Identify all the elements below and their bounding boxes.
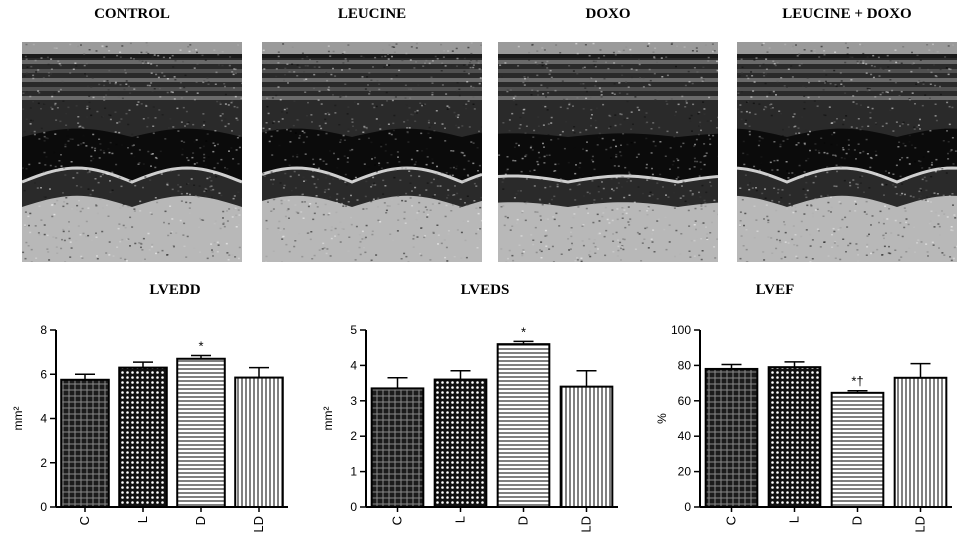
significance-marker: * bbox=[198, 338, 203, 353]
x-tick-label: D bbox=[850, 516, 865, 525]
y-tick-label: 0 bbox=[40, 500, 47, 514]
y-tick-label: 5 bbox=[350, 323, 357, 337]
x-tick-label: C bbox=[390, 516, 405, 525]
y-tick-label: 4 bbox=[350, 358, 357, 372]
y-tick-label: 6 bbox=[40, 367, 47, 381]
bar-l bbox=[433, 378, 488, 508]
y-axis-label: mm² bbox=[11, 407, 25, 431]
x-tick-label: LD bbox=[579, 516, 594, 533]
y-tick-label: 1 bbox=[350, 465, 357, 479]
panel-title-leucine-doxo: LEUCINE + DOXO bbox=[782, 6, 912, 22]
y-tick-label: 100 bbox=[671, 323, 691, 337]
panel-title-doxo: DOXO bbox=[585, 6, 631, 22]
bar-ld bbox=[559, 385, 614, 508]
x-tick-label: LD bbox=[251, 516, 266, 533]
y-tick-label: 60 bbox=[678, 394, 692, 408]
x-tick-label: L bbox=[135, 516, 150, 523]
chart-lvef: 0 20 40 60 80 100% C L *† D LD bbox=[655, 323, 952, 533]
y-tick-label: 0 bbox=[684, 500, 691, 514]
y-tick-label: 8 bbox=[40, 323, 47, 337]
bar-d bbox=[830, 391, 885, 508]
bar-d bbox=[176, 357, 226, 509]
x-tick-label: D bbox=[516, 516, 531, 525]
bar-l bbox=[118, 366, 168, 508]
y-axis-label: % bbox=[655, 413, 669, 424]
chart-lvedd: 0 2 4 6 8 mm² C L * D LD bbox=[11, 323, 288, 533]
bar-ld bbox=[234, 376, 284, 508]
y-tick-label: 40 bbox=[678, 429, 692, 443]
panel-title-control: CONTROL bbox=[94, 6, 170, 22]
echo-image-leucine-doxo bbox=[737, 42, 957, 262]
bar-l bbox=[767, 366, 822, 508]
y-tick-label: 0 bbox=[350, 500, 357, 514]
y-axis-label: mm² bbox=[321, 407, 335, 431]
x-tick-label: D bbox=[193, 516, 208, 525]
bar-c bbox=[704, 367, 759, 508]
chart-title-lveds: LVEDS bbox=[460, 282, 510, 298]
y-tick-label: 2 bbox=[350, 429, 357, 443]
echo-image-leucine bbox=[262, 42, 482, 262]
y-tick-label: 80 bbox=[678, 358, 692, 372]
panel-title-leucine: LEUCINE bbox=[337, 6, 407, 22]
bar-c bbox=[370, 387, 425, 508]
significance-marker: * bbox=[521, 324, 526, 339]
significance-marker: *† bbox=[851, 374, 863, 389]
y-tick-label: 3 bbox=[350, 394, 357, 408]
echo-image-control bbox=[22, 42, 242, 262]
chart-title-lvef: LVEF bbox=[755, 282, 795, 298]
bar-c bbox=[60, 378, 110, 508]
x-tick-label: C bbox=[724, 516, 739, 525]
x-tick-label: L bbox=[787, 516, 802, 523]
x-tick-label: C bbox=[77, 516, 92, 525]
chart-title-lvedd: LVEDD bbox=[149, 282, 201, 298]
bar-ld bbox=[893, 376, 948, 509]
echo-image-doxo bbox=[498, 42, 718, 262]
x-tick-label: LD bbox=[913, 516, 928, 533]
chart-lveds: 0 1 2 3 4 5 mm² C L * D LD bbox=[321, 323, 618, 533]
y-tick-label: 2 bbox=[40, 456, 47, 470]
y-tick-label: 4 bbox=[40, 412, 47, 426]
bar-d bbox=[496, 343, 551, 508]
x-tick-label: L bbox=[453, 516, 468, 523]
y-tick-label: 20 bbox=[678, 465, 692, 479]
